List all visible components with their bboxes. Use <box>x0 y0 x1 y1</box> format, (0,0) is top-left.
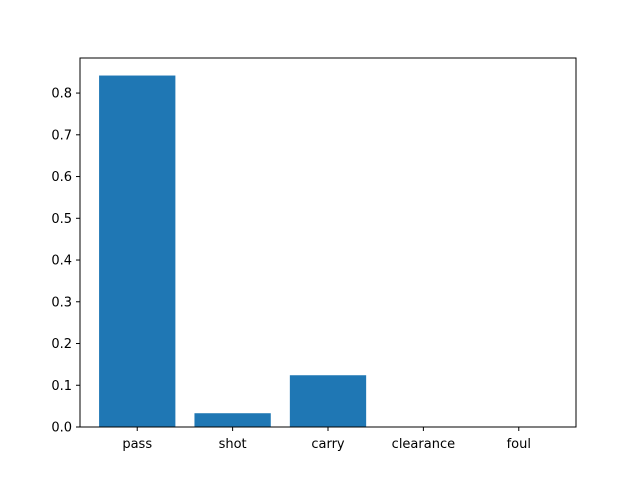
y-tick-label: 0.7 <box>51 128 72 143</box>
y-axis: 0.0 0.1 0.2 0.3 0.4 0.5 0.6 0.7 0.8 <box>51 87 80 436</box>
x-axis: pass shot carry clearance foul <box>122 427 531 452</box>
bar-shot <box>194 413 271 427</box>
plot-frame <box>79 57 577 428</box>
x-tick-label: foul <box>507 437 531 452</box>
y-tick-label: 0.2 <box>51 337 72 352</box>
bar-pass <box>99 75 176 427</box>
y-tick-label: 0.3 <box>51 295 72 310</box>
y-tick-label: 0.0 <box>51 421 72 436</box>
y-tick-label: 0.6 <box>51 170 72 185</box>
y-tick-label: 0.4 <box>51 254 72 269</box>
x-tick-label: carry <box>311 437 345 452</box>
bar-carry <box>289 375 367 427</box>
y-tick-label: 0.5 <box>51 212 72 227</box>
x-tick-label: clearance <box>392 437 455 452</box>
y-tick-label: 0.8 <box>51 87 72 102</box>
bars-group <box>99 75 367 427</box>
x-tick-label: pass <box>122 437 152 452</box>
y-tick-label: 0.1 <box>51 379 72 394</box>
x-tick-label: shot <box>219 437 247 452</box>
